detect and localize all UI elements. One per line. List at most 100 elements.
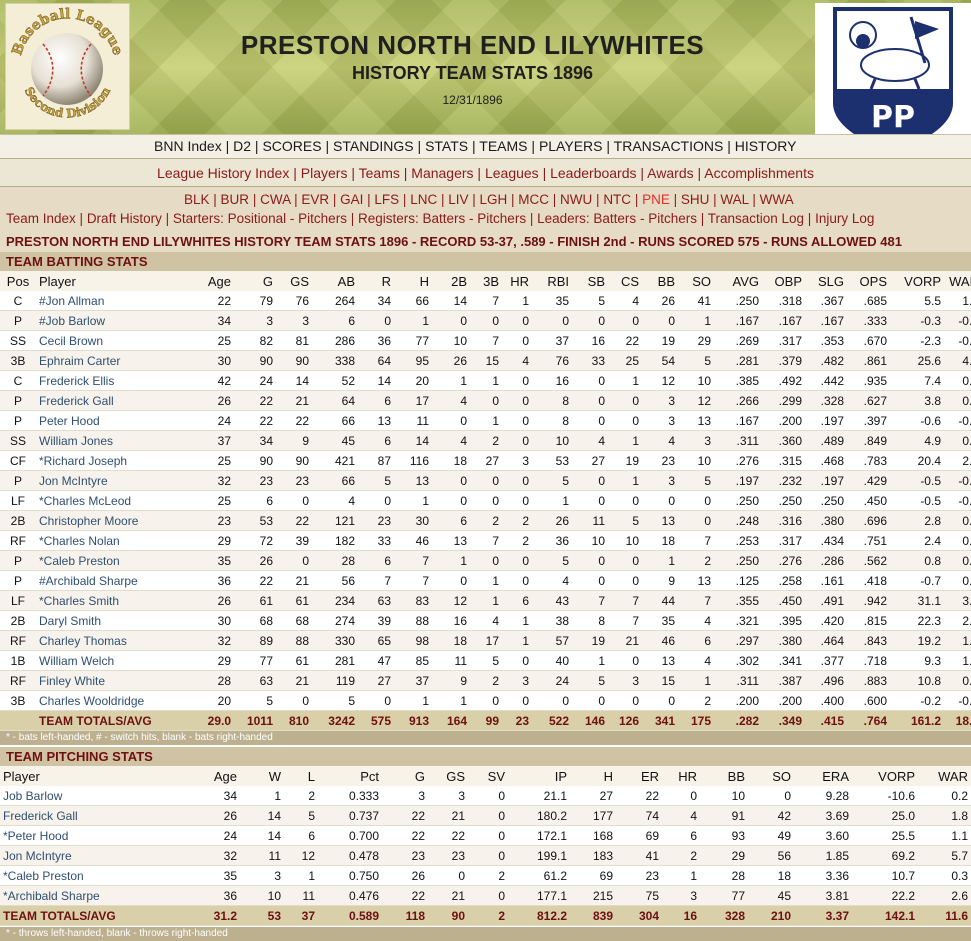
team-link-gai[interactable]: GAI (340, 192, 364, 207)
player-link[interactable]: Jon McIntyre (36, 470, 178, 491)
main-nav-bnn-index[interactable]: BNN Index (154, 138, 222, 154)
team-link-liv[interactable]: LIV (448, 192, 469, 207)
column-header-avg[interactable]: AVG (714, 271, 762, 291)
team-link-lfs[interactable]: LFS (374, 192, 400, 207)
player-link[interactable]: William Welch (36, 650, 178, 671)
player-link[interactable]: *Richard Joseph (36, 450, 178, 471)
team-link-lgh[interactable]: LGH (479, 192, 508, 207)
column-header-player[interactable]: Player (36, 271, 178, 291)
player-link[interactable]: Christopher Moore (36, 510, 178, 531)
team-link-nwu[interactable]: NWU (560, 192, 593, 207)
history-nav-players[interactable]: Players (300, 165, 348, 181)
team-link-wwa[interactable]: WWA (759, 192, 794, 207)
player-link[interactable]: Cecil Brown (36, 330, 178, 351)
column-header-sb[interactable]: SB (572, 271, 608, 291)
player-link[interactable]: Peter Hood (36, 410, 178, 431)
player-link[interactable]: *Archibald Sharpe (0, 885, 180, 906)
column-header-war[interactable]: WAR (944, 271, 971, 291)
column-header-vorp[interactable]: VORP (890, 271, 944, 291)
team-link-evr[interactable]: EVR (301, 192, 330, 207)
column-header-ab[interactable]: AB (312, 271, 358, 291)
team-link-wal[interactable]: WAL (720, 192, 749, 207)
team-link-blk[interactable]: BLK (184, 192, 210, 207)
column-header-slg[interactable]: SLG (805, 271, 847, 291)
column-header-rbi[interactable]: RBI (532, 271, 572, 291)
main-nav-teams[interactable]: TEAMS (479, 138, 528, 154)
player-link[interactable]: Frederick Gall (0, 805, 180, 826)
league-logo[interactable]: Baseball League Second Division (5, 3, 130, 130)
team-index-link[interactable]: Team Index (6, 211, 76, 226)
team-link-shu[interactable]: SHU (680, 192, 710, 207)
registers-batters-link[interactable]: Batters (422, 211, 466, 226)
leaders-pitchers-link[interactable]: Pitchers (648, 211, 697, 226)
column-header-g[interactable]: G (382, 766, 428, 786)
player-link[interactable]: #Archibald Sharpe (36, 570, 178, 591)
column-header-sv[interactable]: SV (468, 766, 508, 786)
column-header-hr[interactable]: HR (502, 271, 532, 291)
column-header-cs[interactable]: CS (608, 271, 642, 291)
history-nav-teams[interactable]: Teams (358, 165, 400, 181)
history-nav-league-history-index[interactable]: League History Index (157, 165, 290, 181)
team-link-mcc[interactable]: MCC (518, 192, 550, 207)
team-link-cwa[interactable]: CWA (260, 192, 291, 207)
main-nav-stats[interactable]: STATS (425, 138, 469, 154)
player-link[interactable]: *Caleb Preston (0, 865, 180, 886)
column-header-h[interactable]: H (394, 271, 432, 291)
column-header-r[interactable]: R (358, 271, 394, 291)
player-link[interactable]: Charley Thomas (36, 630, 178, 651)
history-nav-leaderboards[interactable]: Leaderboards (550, 165, 637, 181)
starters-pitchers-link[interactable]: Pitchers (298, 211, 347, 226)
player-link[interactable]: Daryl Smith (36, 610, 178, 631)
column-header-player[interactable]: Player (0, 766, 180, 786)
column-header-w[interactable]: W (240, 766, 284, 786)
column-header-bb[interactable]: BB (700, 766, 748, 786)
player-link[interactable]: *Charles Nolan (36, 530, 178, 551)
column-header-ip[interactable]: IP (508, 766, 570, 786)
column-header-l[interactable]: L (284, 766, 318, 786)
column-header-g[interactable]: G (234, 271, 276, 291)
main-nav-history[interactable]: HISTORY (734, 138, 797, 154)
column-header-pos[interactable]: Pos (0, 271, 36, 291)
main-nav-d2[interactable]: D2 (233, 138, 252, 154)
registers-pitchers-link[interactable]: Pitchers (477, 211, 527, 226)
history-nav-leagues[interactable]: Leagues (484, 165, 539, 181)
player-link[interactable]: Charles Wooldridge (36, 690, 178, 711)
column-header-gs[interactable]: GS (276, 271, 312, 291)
column-header-hr[interactable]: HR (662, 766, 700, 786)
player-link[interactable]: #Jon Allman (36, 291, 178, 311)
column-header-era[interactable]: ERA (794, 766, 852, 786)
player-link[interactable]: Ephraim Carter (36, 350, 178, 371)
player-link[interactable]: *Charles Smith (36, 590, 178, 611)
transaction-log-link[interactable]: Transaction Log (707, 211, 805, 226)
column-header-pct[interactable]: Pct (318, 766, 382, 786)
column-header-h[interactable]: H (570, 766, 616, 786)
player-link[interactable]: William Jones (36, 430, 178, 451)
main-nav-transactions[interactable]: TRANSACTIONS (613, 138, 724, 154)
team-link-bur[interactable]: BUR (220, 192, 250, 207)
column-header-2b[interactable]: 2B (432, 271, 470, 291)
column-header-so[interactable]: SO (748, 766, 794, 786)
team-link-ntc[interactable]: NTC (603, 192, 632, 207)
player-link[interactable]: Frederick Ellis (36, 370, 178, 391)
column-header-3b[interactable]: 3B (470, 271, 502, 291)
starters-positional-link[interactable]: Positional (227, 211, 287, 226)
column-header-vorp[interactable]: VORP (852, 766, 918, 786)
column-header-er[interactable]: ER (616, 766, 662, 786)
player-link[interactable]: *Charles McLeod (36, 490, 178, 511)
column-header-bb[interactable]: BB (642, 271, 678, 291)
main-nav-scores[interactable]: SCORES (262, 138, 322, 154)
player-link[interactable]: Jon McIntyre (0, 845, 180, 866)
history-nav-accomplishments[interactable]: Accomplishments (704, 165, 814, 181)
team-link-pne[interactable]: PNE (642, 192, 670, 207)
player-link[interactable]: Frederick Gall (36, 390, 178, 411)
column-header-age[interactable]: Age (180, 766, 240, 786)
team-link-lnc[interactable]: LNC (410, 192, 438, 207)
player-link[interactable]: Job Barlow (0, 786, 180, 806)
player-link[interactable]: *Caleb Preston (36, 550, 178, 571)
history-nav-awards[interactable]: Awards (647, 165, 694, 181)
column-header-gs[interactable]: GS (428, 766, 468, 786)
main-nav-standings[interactable]: STANDINGS (333, 138, 414, 154)
player-link[interactable]: *Peter Hood (0, 825, 180, 846)
player-link[interactable]: #Job Barlow (36, 310, 178, 331)
column-header-obp[interactable]: OBP (762, 271, 805, 291)
